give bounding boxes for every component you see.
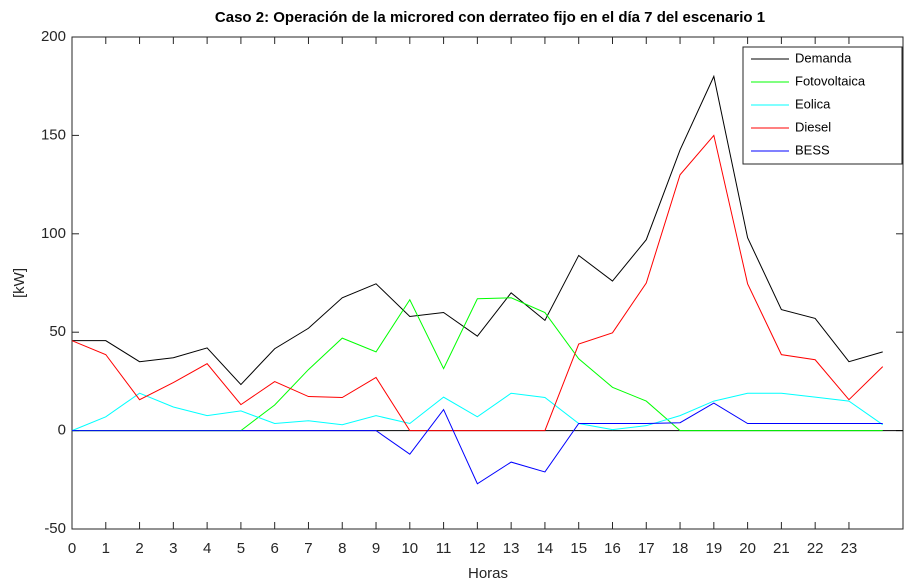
legend: Demanda Fotovoltaica Eolica Diesel BESS [742, 46, 903, 165]
x-tick-label: 20 [739, 540, 756, 557]
series-line [71, 134, 884, 432]
x-tick-label: 9 [372, 540, 380, 557]
x-tick-label: 8 [338, 540, 346, 557]
y-tick-label: 50 [49, 323, 66, 340]
y-tick-label: -50 [44, 520, 66, 537]
x-tick-label: 19 [705, 540, 722, 557]
series-line [72, 74, 883, 386]
x-tick-label: 6 [271, 540, 279, 557]
legend-label: Eolica [795, 96, 831, 111]
x-tick-label: 10 [401, 540, 418, 557]
y-tick-label: 100 [41, 225, 66, 242]
x-tick-label: 12 [469, 540, 486, 557]
x-tick-label: 2 [135, 540, 143, 557]
x-tick-label: 0 [68, 540, 76, 557]
y-tick-label: 0 [58, 422, 66, 439]
series-line [72, 402, 883, 485]
x-tick-label: 16 [604, 540, 621, 557]
chart-title: Caso 2: Operación de la microred con der… [215, 9, 765, 26]
x-tick-label: 17 [638, 540, 655, 557]
x-tick-label: 14 [537, 540, 554, 557]
x-tick-label: 7 [304, 540, 312, 557]
x-tick-label: 5 [237, 540, 245, 557]
legend-label: Diesel [795, 119, 831, 134]
series-line [71, 392, 884, 432]
y-tick-label: 150 [41, 126, 66, 143]
x-tick-label: 4 [203, 540, 211, 557]
legend-label: Demanda [795, 50, 852, 65]
x-tick-label: 23 [841, 540, 858, 557]
x-tick-label: 22 [807, 540, 824, 557]
x-tick-label: 15 [570, 540, 587, 557]
x-tick-label: 3 [169, 540, 177, 557]
x-tick-label: 1 [102, 540, 110, 557]
x-tick-label: 21 [773, 540, 790, 557]
legend-label: BESS [795, 142, 830, 157]
x-tick-label: 18 [672, 540, 689, 557]
x-axis-label: Horas [468, 565, 508, 582]
legend-label: Fotovoltaica [795, 73, 866, 88]
x-tick-label: 11 [436, 540, 452, 557]
y-axis-label: [kW] [11, 268, 28, 298]
x-tick-label: 13 [503, 540, 520, 557]
y-tick-label: 200 [41, 28, 66, 45]
